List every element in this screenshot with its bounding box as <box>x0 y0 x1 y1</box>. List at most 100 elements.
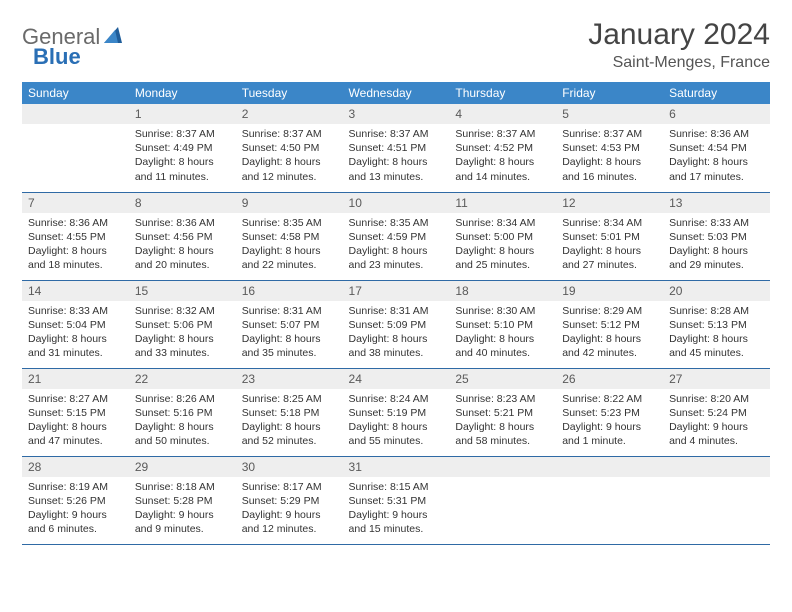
day-line: Sunset: 5:21 PM <box>455 406 550 420</box>
day-line: Sunset: 5:26 PM <box>28 494 123 508</box>
day-number: 20 <box>663 281 770 301</box>
day-details: Sunrise: 8:19 AMSunset: 5:26 PMDaylight:… <box>22 477 129 544</box>
day-details: Sunrise: 8:37 AMSunset: 4:53 PMDaylight:… <box>556 124 663 192</box>
day-line: Sunset: 4:49 PM <box>135 141 230 155</box>
day-number <box>556 457 663 477</box>
day-number <box>449 457 556 477</box>
day-cell: 10Sunrise: 8:35 AMSunset: 4:59 PMDayligh… <box>343 192 450 280</box>
day-number: 14 <box>22 281 129 301</box>
day-cell <box>556 456 663 544</box>
day-line: Daylight: 8 hours <box>562 155 657 169</box>
day-line: Sunrise: 8:20 AM <box>669 392 764 406</box>
day-number: 27 <box>663 369 770 389</box>
week-row: 7Sunrise: 8:36 AMSunset: 4:55 PMDaylight… <box>22 192 770 280</box>
day-line: Daylight: 8 hours <box>562 244 657 258</box>
day-line: Sunrise: 8:37 AM <box>562 127 657 141</box>
day-line: Daylight: 8 hours <box>669 244 764 258</box>
day-line: Sunset: 4:54 PM <box>669 141 764 155</box>
day-line: Daylight: 9 hours <box>562 420 657 434</box>
day-line: Sunset: 5:00 PM <box>455 230 550 244</box>
day-line: Daylight: 8 hours <box>242 244 337 258</box>
day-cell: 6Sunrise: 8:36 AMSunset: 4:54 PMDaylight… <box>663 104 770 192</box>
day-details: Sunrise: 8:37 AMSunset: 4:49 PMDaylight:… <box>129 124 236 192</box>
day-cell: 27Sunrise: 8:20 AMSunset: 5:24 PMDayligh… <box>663 368 770 456</box>
day-line: Daylight: 8 hours <box>135 155 230 169</box>
day-line: Sunrise: 8:26 AM <box>135 392 230 406</box>
day-line: Daylight: 8 hours <box>28 332 123 346</box>
calendar-table: Sunday Monday Tuesday Wednesday Thursday… <box>22 82 770 545</box>
day-details: Sunrise: 8:35 AMSunset: 4:58 PMDaylight:… <box>236 213 343 280</box>
day-line: and 11 minutes. <box>135 170 230 184</box>
day-details: Sunrise: 8:17 AMSunset: 5:29 PMDaylight:… <box>236 477 343 544</box>
day-line: Daylight: 8 hours <box>349 155 444 169</box>
day-line: Sunrise: 8:33 AM <box>28 304 123 318</box>
day-line: Sunrise: 8:37 AM <box>135 127 230 141</box>
weekday-header: Tuesday <box>236 82 343 104</box>
day-line: Sunrise: 8:33 AM <box>669 216 764 230</box>
calendar-body: 1Sunrise: 8:37 AMSunset: 4:49 PMDaylight… <box>22 104 770 544</box>
day-number: 5 <box>556 104 663 124</box>
day-line: Sunset: 5:15 PM <box>28 406 123 420</box>
day-cell: 7Sunrise: 8:36 AMSunset: 4:55 PMDaylight… <box>22 192 129 280</box>
day-cell: 22Sunrise: 8:26 AMSunset: 5:16 PMDayligh… <box>129 368 236 456</box>
day-details <box>663 477 770 544</box>
day-line: and 47 minutes. <box>28 434 123 448</box>
day-number: 1 <box>129 104 236 124</box>
day-cell: 2Sunrise: 8:37 AMSunset: 4:50 PMDaylight… <box>236 104 343 192</box>
day-line: Daylight: 8 hours <box>242 332 337 346</box>
day-details: Sunrise: 8:37 AMSunset: 4:52 PMDaylight:… <box>449 124 556 192</box>
day-details <box>22 124 129 192</box>
title-block: January 2024 Saint-Menges, France <box>588 18 770 72</box>
day-cell: 30Sunrise: 8:17 AMSunset: 5:29 PMDayligh… <box>236 456 343 544</box>
day-line: and 15 minutes. <box>349 522 444 536</box>
day-line: Sunrise: 8:37 AM <box>242 127 337 141</box>
day-line: Sunset: 5:23 PM <box>562 406 657 420</box>
day-line: Sunrise: 8:35 AM <box>349 216 444 230</box>
day-line: Daylight: 8 hours <box>669 155 764 169</box>
day-number: 13 <box>663 193 770 213</box>
day-number: 2 <box>236 104 343 124</box>
day-details: Sunrise: 8:32 AMSunset: 5:06 PMDaylight:… <box>129 301 236 368</box>
day-line: and 31 minutes. <box>28 346 123 360</box>
day-line: Sunrise: 8:32 AM <box>135 304 230 318</box>
day-details: Sunrise: 8:15 AMSunset: 5:31 PMDaylight:… <box>343 477 450 544</box>
day-number: 3 <box>343 104 450 124</box>
day-details: Sunrise: 8:36 AMSunset: 4:54 PMDaylight:… <box>663 124 770 192</box>
day-line: Daylight: 8 hours <box>455 420 550 434</box>
week-row: 21Sunrise: 8:27 AMSunset: 5:15 PMDayligh… <box>22 368 770 456</box>
day-details: Sunrise: 8:27 AMSunset: 5:15 PMDaylight:… <box>22 389 129 456</box>
day-line: Sunrise: 8:27 AM <box>28 392 123 406</box>
day-number: 15 <box>129 281 236 301</box>
day-line: Daylight: 9 hours <box>242 508 337 522</box>
day-details: Sunrise: 8:18 AMSunset: 5:28 PMDaylight:… <box>129 477 236 544</box>
day-line: and 55 minutes. <box>349 434 444 448</box>
day-line: Sunset: 4:50 PM <box>242 141 337 155</box>
day-cell: 3Sunrise: 8:37 AMSunset: 4:51 PMDaylight… <box>343 104 450 192</box>
day-cell: 28Sunrise: 8:19 AMSunset: 5:26 PMDayligh… <box>22 456 129 544</box>
logo-text-2: Blue <box>33 44 81 69</box>
day-line: Daylight: 8 hours <box>562 332 657 346</box>
day-line: Sunset: 5:13 PM <box>669 318 764 332</box>
day-number: 9 <box>236 193 343 213</box>
day-line: Sunset: 5:31 PM <box>349 494 444 508</box>
day-details: Sunrise: 8:30 AMSunset: 5:10 PMDaylight:… <box>449 301 556 368</box>
day-cell: 4Sunrise: 8:37 AMSunset: 4:52 PMDaylight… <box>449 104 556 192</box>
day-number: 12 <box>556 193 663 213</box>
day-details: Sunrise: 8:37 AMSunset: 4:51 PMDaylight:… <box>343 124 450 192</box>
weekday-header: Wednesday <box>343 82 450 104</box>
day-line: Sunrise: 8:28 AM <box>669 304 764 318</box>
day-number: 28 <box>22 457 129 477</box>
day-line: Sunset: 5:03 PM <box>669 230 764 244</box>
week-row: 1Sunrise: 8:37 AMSunset: 4:49 PMDaylight… <box>22 104 770 192</box>
day-number: 30 <box>236 457 343 477</box>
day-line: Daylight: 8 hours <box>455 155 550 169</box>
day-line: and 42 minutes. <box>562 346 657 360</box>
day-number: 7 <box>22 193 129 213</box>
day-details: Sunrise: 8:24 AMSunset: 5:19 PMDaylight:… <box>343 389 450 456</box>
day-number: 26 <box>556 369 663 389</box>
day-line: Daylight: 8 hours <box>349 332 444 346</box>
day-line: Sunrise: 8:37 AM <box>349 127 444 141</box>
day-line: Sunset: 4:58 PM <box>242 230 337 244</box>
day-line: Daylight: 8 hours <box>28 244 123 258</box>
day-line: Sunrise: 8:29 AM <box>562 304 657 318</box>
